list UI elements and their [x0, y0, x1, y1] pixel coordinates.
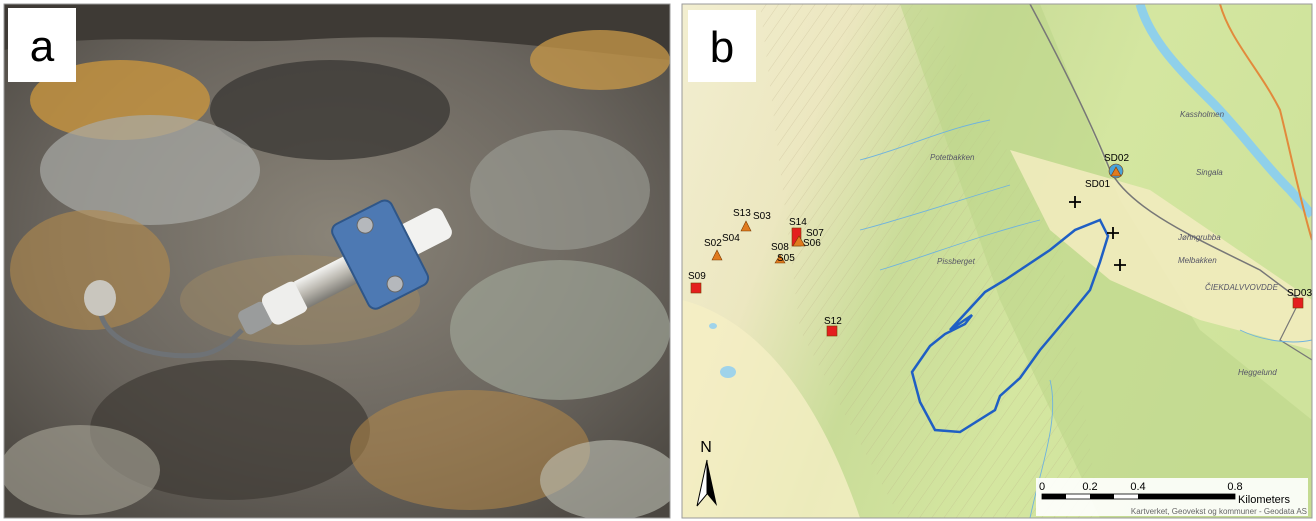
map-frame: [681, 3, 1313, 519]
place-name: ČIEKDALVVOVDDE: [1205, 283, 1279, 292]
scale-tick-label: 0.8: [1227, 481, 1242, 493]
place-name: Heggelund: [1238, 368, 1277, 377]
scale-tick-label: 0.2: [1082, 481, 1097, 493]
site-label: S05: [777, 253, 795, 264]
site-label: S13: [733, 208, 751, 219]
north-label: N: [700, 439, 712, 456]
north-arrow: [707, 460, 717, 506]
map: [682, 4, 1312, 518]
site-label: S06: [803, 238, 821, 249]
site-label: S12: [824, 316, 842, 327]
site-label: S04: [722, 233, 740, 244]
place-name: Kassholmen: [1180, 110, 1225, 119]
panel-label: b: [710, 23, 734, 72]
scale-tick-label: 0: [1039, 481, 1045, 493]
panel-label: a: [30, 22, 55, 71]
scale-unit: Kilometers: [1238, 494, 1290, 506]
photo: [4, 4, 670, 518]
attribution: Kartverket, Geovekst og kommuner - Geoda…: [1131, 507, 1307, 516]
place-name: Jøhngrubba: [1177, 233, 1221, 242]
site-label: S08: [771, 242, 789, 253]
site-label: SD02: [1104, 153, 1129, 164]
place-name: Singala: [1196, 168, 1223, 177]
photo-frame: [3, 3, 671, 519]
site-label: S07: [806, 228, 824, 239]
scale-tick-label: 0.4: [1130, 481, 1145, 493]
place-name: Pissberget: [937, 257, 976, 266]
site-label: S02: [704, 238, 722, 249]
site-label: S14: [789, 217, 807, 228]
site-label: SD03: [1287, 288, 1312, 299]
scale-bar: [1041, 493, 1236, 500]
site-label: S03: [753, 211, 771, 222]
site-label: SD01: [1085, 179, 1110, 190]
site-label: S09: [688, 271, 706, 282]
panel-label-box: [8, 8, 76, 82]
place-name: Potetbakken: [930, 153, 975, 162]
panel-label-box: [688, 10, 756, 82]
place-name: Melbakken: [1178, 256, 1217, 265]
